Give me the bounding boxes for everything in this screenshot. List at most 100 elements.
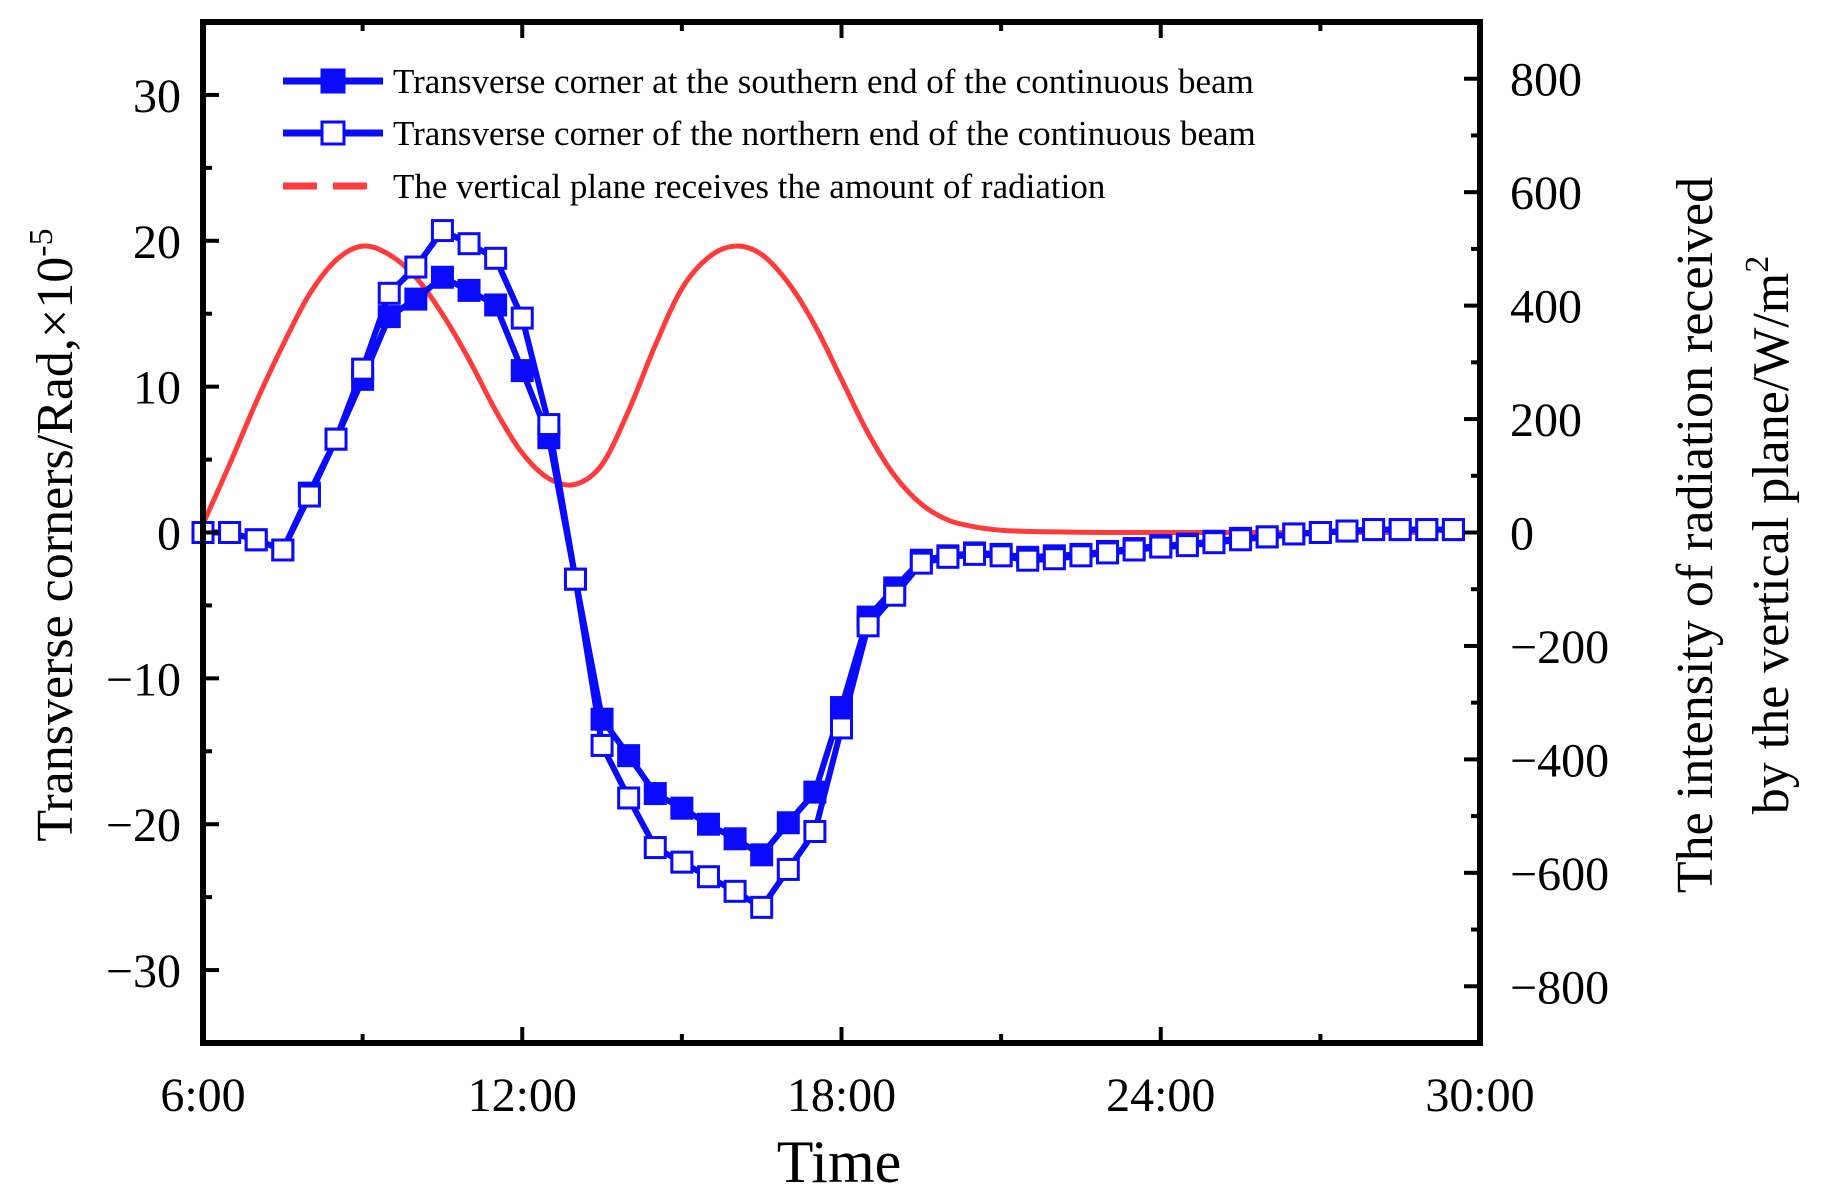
y-left-title-text: Transverse corners/Rad,×10: [27, 257, 84, 842]
north-point: [297, 484, 321, 508]
legend-marker-north: [320, 120, 346, 146]
north-point: [643, 836, 667, 860]
north-point: [430, 219, 454, 243]
north-point: [510, 306, 534, 330]
north-point: [909, 551, 933, 575]
south-point: [484, 293, 508, 317]
north-point: [670, 850, 694, 874]
north-point: [1415, 518, 1439, 542]
series-radiation-line: [200, 243, 1427, 536]
south-point: [830, 696, 853, 720]
north-point: [963, 542, 987, 566]
north-point: [1042, 547, 1066, 571]
south-point: [510, 359, 534, 383]
north-point: [1441, 518, 1465, 542]
y-left-tick-label: 30: [133, 70, 181, 123]
x-axis-title: Time: [777, 1129, 902, 1195]
legend-label-north: Transverse corner of the northern end of…: [393, 114, 1256, 153]
north-point: [244, 528, 268, 552]
north-point: [803, 820, 827, 844]
north-point: [1202, 531, 1226, 555]
north-point: [617, 786, 641, 810]
north-point: [484, 246, 508, 270]
north-point: [351, 357, 375, 381]
y-right-title-exponent: 2: [1739, 256, 1776, 273]
south-point: [643, 782, 667, 806]
y-left-tick-label: −10: [106, 653, 181, 706]
y-left-tick-label: 0: [157, 508, 181, 561]
y-right-tick-label: 0: [1510, 508, 1534, 561]
y-right-tick-label: −200: [1510, 621, 1609, 674]
south-point: [750, 843, 774, 867]
south-point: [723, 827, 747, 851]
y-right-tick-label: 400: [1510, 281, 1582, 334]
x-tick-label: 12:00: [468, 1069, 577, 1122]
north-point: [750, 895, 774, 919]
y-right-title-line2: by the vertical plane/W/m: [1743, 273, 1800, 814]
north-point: [404, 255, 428, 279]
north-point: [324, 427, 348, 451]
south-point: [696, 812, 720, 836]
y-right-tick-label: −400: [1510, 734, 1609, 787]
legend-marker-south: [320, 68, 346, 94]
south-point: [670, 796, 694, 820]
x-tick-label: 6:00: [160, 1069, 245, 1122]
north-point: [989, 544, 1013, 568]
north-point: [1362, 518, 1386, 542]
north-point: [457, 232, 481, 256]
north-point: [1175, 534, 1199, 558]
north-point: [1282, 522, 1306, 546]
y-left-tick-label: −20: [106, 799, 181, 852]
legend-label-south: Transverse corner at the southern end of…: [393, 62, 1254, 101]
south-point: [617, 744, 641, 768]
north-point: [1388, 518, 1412, 542]
south-point: [776, 811, 800, 835]
south-point: [457, 278, 481, 302]
plot-marks: [191, 219, 1465, 919]
x-tick-label: 24:00: [1106, 1069, 1215, 1122]
y-left-axis-title: Transverse corners/Rad,×10-5: [23, 228, 84, 841]
north-point: [537, 413, 561, 437]
svg-text:Transverse corners/Rad,×10-5: Transverse corners/Rad,×10-5: [23, 228, 84, 841]
north-point: [883, 583, 907, 607]
y-right-tick-label: 800: [1510, 54, 1582, 107]
north-point: [856, 614, 880, 638]
north-point: [776, 857, 800, 881]
north-point: [590, 733, 614, 757]
north-point: [723, 879, 747, 903]
y-left-tick-label: 10: [133, 362, 181, 415]
y-left-title-exponent: -5: [23, 228, 60, 256]
north-point: [936, 545, 960, 569]
north-point: [830, 716, 853, 740]
y-left-tick-label: 20: [133, 216, 181, 269]
north-point: [1069, 544, 1093, 568]
north-point: [1122, 538, 1146, 562]
svg-text:by the vertical plane/W/m2: by the vertical plane/W/m2: [1739, 256, 1800, 814]
y-right-axis-title: The intensity of radiation received: [1667, 177, 1724, 893]
south-point: [590, 707, 614, 731]
north-point: [271, 538, 295, 562]
north-point: [1255, 525, 1279, 549]
y-right-title-line1: The intensity of radiation received: [1667, 177, 1724, 893]
y-right-tick-label: −800: [1510, 961, 1609, 1014]
north-point: [1016, 548, 1040, 572]
x-tick-label: 18:00: [787, 1069, 896, 1122]
legend: Transverse corner at the southern end of…: [283, 62, 1256, 206]
y-left-tick-label: −30: [106, 945, 181, 998]
south-point: [803, 780, 827, 804]
north-point: [1149, 535, 1173, 559]
series-north-line: [203, 226, 1454, 912]
legend-label-radiation: The vertical plane receives the amount o…: [393, 167, 1105, 206]
y-right-tick-label: −600: [1510, 848, 1609, 901]
x-tick-label: 30:00: [1425, 1069, 1534, 1122]
north-point: [1096, 541, 1120, 565]
north-point: [1308, 521, 1332, 544]
south-point: [377, 305, 401, 329]
north-point: [377, 281, 401, 305]
y-right-tick-label: 600: [1510, 167, 1582, 220]
north-point: [696, 865, 720, 889]
south-point: [430, 265, 454, 289]
north-point: [1335, 519, 1359, 543]
y-right-axis-title-2: by the vertical plane/W/m2: [1739, 256, 1800, 814]
